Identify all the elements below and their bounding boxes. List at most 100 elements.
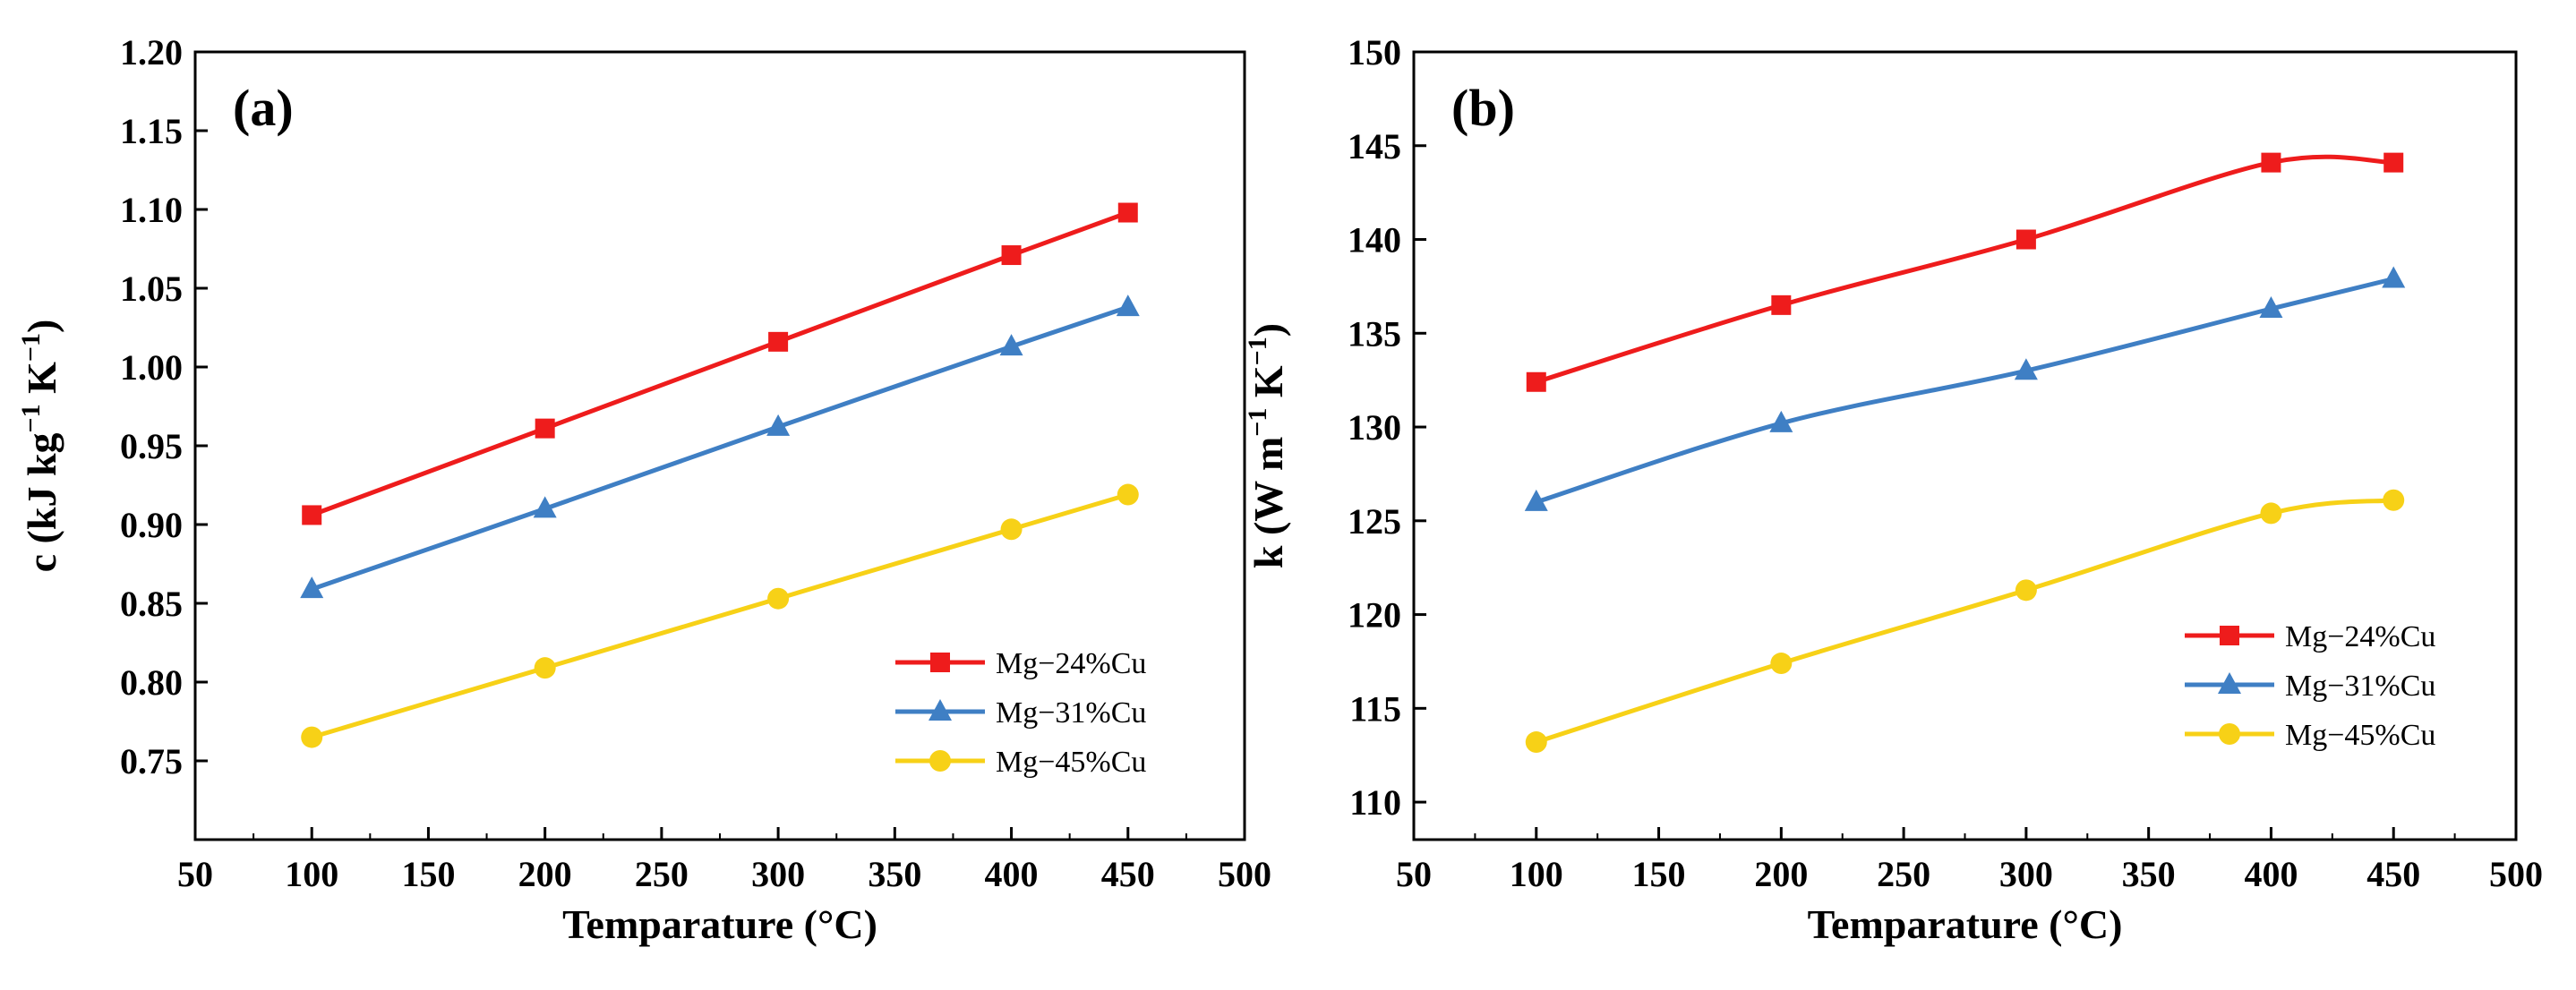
y-axis-label-part: k (W m [1245, 437, 1291, 568]
data-point [1117, 202, 1138, 223]
legend-marker [2220, 626, 2239, 645]
data-point [1001, 245, 1022, 266]
panel-label: (a) [233, 79, 294, 137]
data-point [2014, 358, 2038, 380]
y-axis-label: c (kJ kg−1 K−1) [16, 320, 64, 573]
x-tick-label: 500 [1218, 854, 1271, 894]
data-point [1770, 653, 1793, 675]
chart-panel-a: 50 100 150 200 250 300 350 400 450 500 0.75 0.80 0.8… [16, 32, 1271, 947]
y-axis-label-part: −1 [1243, 337, 1272, 365]
x-tick-label: 100 [285, 854, 338, 894]
x-tick-label: 400 [2244, 854, 2298, 894]
x-tick-label: 50 [1396, 854, 1432, 894]
y-tick-label: 0.80 [120, 662, 183, 703]
data-point [300, 576, 324, 599]
y-axis-label-part: −1 [16, 404, 46, 432]
y-axis-label-part: ) [1245, 323, 1291, 337]
data-point [999, 334, 1023, 356]
x-axis-label: Temparature (°C) [562, 901, 877, 947]
series-line [311, 304, 1129, 592]
data-point [1000, 518, 1023, 541]
legend-marker [2218, 672, 2241, 694]
x-tick-label: 300 [751, 854, 805, 894]
x-tick-label: 250 [1877, 854, 1930, 894]
series-Mg−45%Cu [301, 483, 1139, 748]
legend-label: Mg−24%Cu [996, 647, 1146, 680]
data-point [2260, 502, 2282, 525]
y-axis-label-part: K [19, 362, 64, 405]
series-line [1536, 277, 2394, 505]
y-tick-label: 0.75 [120, 741, 183, 781]
data-point [534, 657, 556, 679]
data-point [1525, 731, 1547, 754]
legend-marker [2219, 723, 2240, 745]
series-line [1536, 498, 2394, 745]
series-Mg−24%Cu [1526, 152, 2404, 392]
y-tick-label: 1.05 [120, 269, 183, 309]
y-tick-label: 125 [1348, 501, 1401, 542]
y-axis-label-part: −1 [1243, 408, 1272, 437]
x-tick-label: 200 [1754, 854, 1808, 894]
data-point [533, 496, 557, 518]
y-tick-label: 0.90 [120, 505, 183, 545]
y-axis-label: k (W m−1 K−1) [1243, 323, 1291, 568]
y-tick-label: 0.85 [120, 584, 183, 624]
data-point [2015, 579, 2037, 602]
y-tick-label: 150 [1348, 32, 1401, 73]
legend-label: Mg−45%Cu [2285, 719, 2435, 752]
x-tick-label: 100 [1510, 854, 1563, 894]
series-line [311, 492, 1129, 739]
data-point [766, 414, 791, 436]
data-point [2261, 152, 2281, 173]
y-tick-label: 0.95 [120, 426, 183, 466]
y-tick-label: 135 [1348, 313, 1401, 354]
x-tick-label: 450 [1101, 854, 1155, 894]
legend-label: Mg−31%Cu [996, 696, 1146, 730]
data-point [768, 331, 789, 352]
data-point [2383, 152, 2404, 173]
data-point [301, 726, 323, 748]
series-Mg−31%Cu [1524, 266, 2406, 511]
x-tick-label: 150 [401, 854, 455, 894]
y-tick-label: 115 [1349, 688, 1401, 729]
legend-label: Mg−24%Cu [2285, 620, 2435, 653]
y-tick-label: 1.10 [120, 190, 183, 230]
x-tick-label: 350 [868, 854, 921, 894]
y-tick-label: 130 [1348, 407, 1401, 448]
series-line [1536, 154, 2394, 385]
data-point [1117, 483, 1139, 506]
data-point [1771, 294, 1792, 315]
series-Mg−31%Cu [300, 294, 1140, 599]
y-tick-label: 1.00 [120, 347, 183, 388]
y-tick-label: 1.20 [120, 32, 183, 73]
panel-label: (b) [1451, 79, 1515, 137]
series-line [311, 210, 1129, 517]
x-tick-label: 250 [635, 854, 689, 894]
y-tick-label: 140 [1348, 220, 1401, 260]
data-point [2382, 266, 2406, 288]
x-tick-label: 400 [985, 854, 1039, 894]
x-tick-label: 350 [2122, 854, 2176, 894]
data-point [1769, 410, 1793, 432]
chart-panel-b: 50 100 150 200 250 300 350 400 450 500 110 115 120 12… [1243, 32, 2543, 947]
x-tick-label: 200 [518, 854, 572, 894]
data-point [2015, 229, 2036, 250]
x-axis-label: Temparature (°C) [1808, 901, 2123, 947]
legend-marker [929, 699, 952, 721]
y-axis-label-part: −1 [16, 333, 46, 362]
x-tick-label: 300 [1999, 854, 2053, 894]
y-tick-label: 120 [1348, 595, 1401, 636]
data-point [767, 587, 790, 610]
data-point [2383, 489, 2405, 511]
legend-label: Mg−45%Cu [996, 746, 1146, 779]
data-point [1116, 294, 1140, 317]
legend-marker [930, 653, 950, 672]
y-tick-label: 110 [1349, 782, 1401, 823]
y-axis-label-part: c (kJ kg [19, 432, 64, 572]
x-tick-label: 500 [2489, 854, 2543, 894]
legend-marker [929, 750, 951, 772]
x-tick-label: 450 [2366, 854, 2420, 894]
data-point [302, 505, 322, 525]
y-axis-label-part: ) [19, 320, 64, 333]
